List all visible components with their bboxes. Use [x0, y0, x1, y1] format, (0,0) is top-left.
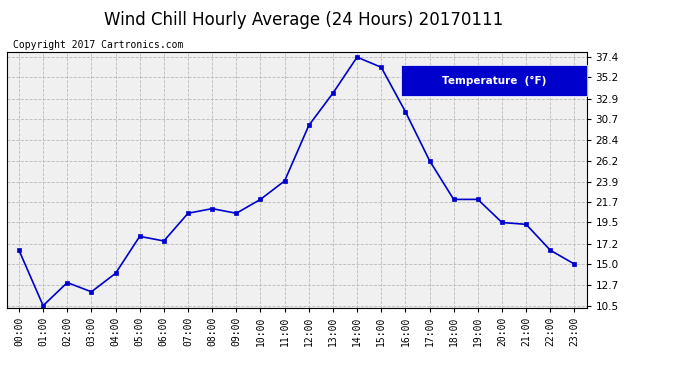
Text: Wind Chill Hourly Average (24 Hours) 20170111: Wind Chill Hourly Average (24 Hours) 201…	[104, 11, 503, 29]
FancyBboxPatch shape	[401, 65, 586, 96]
Text: Temperature  (°F): Temperature (°F)	[442, 75, 546, 86]
Text: Copyright 2017 Cartronics.com: Copyright 2017 Cartronics.com	[12, 40, 183, 50]
